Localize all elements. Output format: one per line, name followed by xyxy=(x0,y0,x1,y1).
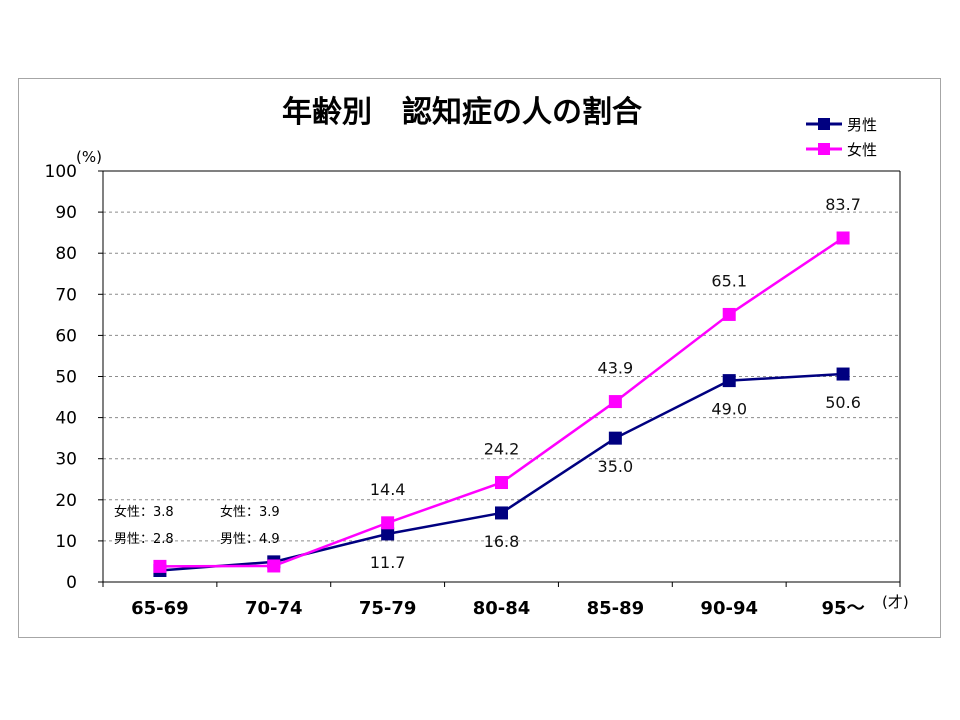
x-tick-label: 70-74 xyxy=(245,598,303,619)
data-label-female: 14.4 xyxy=(370,480,406,499)
low-age-annotations: 女性：3.8 男性：2.8 女性：3.9 男性：4.9 xyxy=(114,504,280,547)
data-point-male xyxy=(608,431,622,445)
data-label-female: 83.7 xyxy=(825,195,861,214)
data-point-male xyxy=(836,367,850,381)
data-point-female xyxy=(381,516,395,530)
data-point-female xyxy=(608,395,622,409)
annotation-male-70-74: 男性：4.9 xyxy=(220,532,280,547)
x-tick-label: 85-89 xyxy=(587,598,645,619)
data-label-male: 11.7 xyxy=(370,553,406,572)
data-point-female xyxy=(495,476,508,490)
y-tick-label: 30 xyxy=(55,450,77,470)
data-point-female xyxy=(153,559,167,573)
data-point-male xyxy=(722,374,736,388)
legend-female-marker xyxy=(818,143,830,155)
x-tick-label: 95～ xyxy=(822,598,865,619)
legend-female-label: 女性 xyxy=(847,141,877,159)
data-label-male: 50.6 xyxy=(825,393,861,412)
y-tick-label: 40 xyxy=(55,409,77,429)
legend-male-label: 男性 xyxy=(847,116,877,134)
annotation-female-65-69: 女性：3.8 xyxy=(114,504,174,520)
data-label-female: 65.1 xyxy=(711,271,747,290)
data-label-female: 24.2 xyxy=(484,440,520,459)
y-tick-label: 60 xyxy=(55,326,77,346)
chart-title: 年齢別 認知症の人の割合 xyxy=(282,95,642,130)
x-axis-unit-label: (才) xyxy=(882,593,909,611)
legend: 男性 女性 xyxy=(806,116,877,159)
x-tick-label: 75-79 xyxy=(359,598,417,619)
y-tick-label: 0 xyxy=(66,573,77,593)
x-tick-label: 80-84 xyxy=(473,598,531,619)
y-tick-label: 90 xyxy=(55,203,77,223)
data-point-female xyxy=(722,307,736,321)
y-tick-label: 10 xyxy=(55,532,77,552)
data-label-male: 49.0 xyxy=(711,400,747,419)
x-tick-label: 65-69 xyxy=(131,598,189,619)
y-tick-label: 20 xyxy=(55,491,77,511)
data-label-male: 16.8 xyxy=(484,532,520,551)
data-label-female: 43.9 xyxy=(598,359,634,378)
legend-male-marker xyxy=(818,118,830,130)
data-point-male xyxy=(381,527,395,541)
y-tick-label: 50 xyxy=(55,368,77,388)
annotation-female-70-74: 女性：3.9 xyxy=(220,504,280,520)
x-tick-label: 90-94 xyxy=(700,598,758,619)
data-point-female xyxy=(836,231,850,245)
y-tick-label: 80 xyxy=(55,244,77,264)
data-point-male xyxy=(495,506,508,520)
y-axis-unit-label: (%) xyxy=(76,148,102,166)
y-tick-label: 70 xyxy=(55,285,77,305)
annotation-male-65-69: 男性：2.8 xyxy=(114,532,174,547)
y-tick-label: 100 xyxy=(45,162,77,182)
data-point-female xyxy=(267,559,281,573)
data-label-male: 35.0 xyxy=(598,457,634,476)
